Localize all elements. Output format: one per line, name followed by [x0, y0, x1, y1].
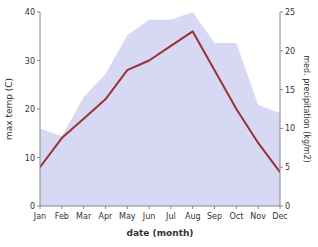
plot-data [40, 12, 280, 206]
x-tick-label: Sep [207, 212, 222, 221]
y-tick [37, 109, 40, 110]
x-tick-label: Nov [250, 212, 266, 221]
x-tick [170, 206, 171, 209]
x-tick [214, 206, 215, 209]
y2-tick-label: 15 [285, 86, 295, 95]
x-tick-label: Apr [99, 212, 114, 221]
x-tick [258, 206, 259, 209]
x-axis-label: date (month) [127, 228, 194, 238]
x-tick-label: Jun [142, 212, 156, 221]
y2-tick-label: 10 [285, 124, 295, 133]
x-tick-label: Jul [165, 212, 176, 221]
x-tick [236, 206, 237, 209]
x-tick-label: Mar [76, 212, 92, 221]
x-tick-label: Dec [272, 212, 287, 221]
y-tick-label: 30 [25, 57, 35, 66]
y2-tick [280, 89, 283, 90]
temperature-line [40, 31, 280, 172]
x-tick [149, 206, 150, 209]
x-tick [192, 206, 193, 209]
x-tick [127, 206, 128, 209]
x-axis-line [40, 206, 280, 207]
y-tick [37, 206, 40, 207]
y2-tick-label: 5 [285, 163, 290, 172]
y2-axis-label: med. precipitation (kg/m2) [302, 55, 311, 162]
x-tick [61, 206, 62, 209]
x-tick-label: Jan [33, 212, 46, 221]
y2-tick-label: 25 [285, 8, 295, 17]
y-tick-label: 20 [25, 105, 35, 114]
y-tick-label: 0 [30, 202, 35, 211]
x-tick-label: Aug [185, 212, 201, 221]
x-tick-label: May [119, 212, 136, 221]
y-axis-label: max temp (C) [4, 78, 14, 140]
page: {"chart_data": {"type": "line", "categor… [0, 0, 318, 247]
y2-tick [280, 128, 283, 129]
y-tick-label: 40 [25, 8, 35, 17]
y2-tick [280, 167, 283, 168]
y2-tick-label: 20 [285, 47, 295, 56]
chart: JanFebMarAprMayJunJulAugSepOctNovDec0102… [0, 0, 318, 247]
y2-tick [280, 50, 283, 51]
y2-axis-line [280, 12, 281, 206]
x-tick [105, 206, 106, 209]
y2-tick-label: 0 [285, 202, 290, 211]
y2-tick [280, 206, 283, 207]
x-tick-label: Feb [55, 212, 69, 221]
y-tick [37, 157, 40, 158]
x-tick-label: Oct [229, 212, 243, 221]
precipitation-area [40, 12, 280, 206]
y2-tick [280, 12, 283, 13]
y-tick [37, 12, 40, 13]
x-tick [83, 206, 84, 209]
y-tick-label: 10 [25, 154, 35, 163]
y-tick [37, 60, 40, 61]
